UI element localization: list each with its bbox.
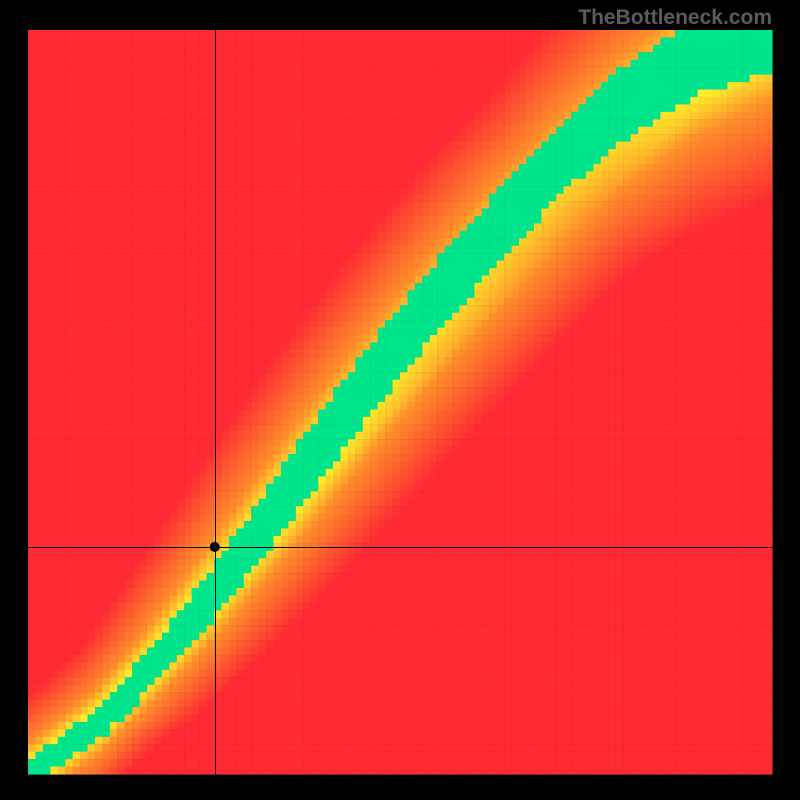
watermark-label: TheBottleneck.com (578, 6, 772, 29)
watermark-text: TheBottleneck.com (578, 6, 772, 30)
chart-container: TheBottleneck.com (0, 0, 800, 800)
bottleneck-heatmap (0, 0, 800, 800)
